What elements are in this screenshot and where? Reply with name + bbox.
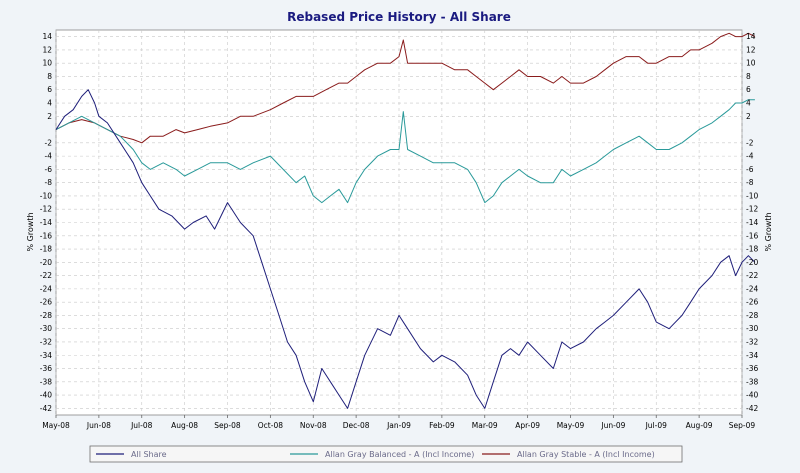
x-tick-label: Aug-09 — [686, 421, 713, 430]
y-tick-label-left: -30 — [40, 324, 52, 333]
y-axis-title-left: % Growth — [26, 212, 35, 251]
y-tick-label-right: -32 — [746, 337, 758, 346]
y-tick-label-right: 14 — [746, 32, 756, 41]
x-tick-label: Mar-09 — [472, 421, 498, 430]
x-tick-label: Jun-08 — [86, 421, 111, 430]
series-line-1 — [55, 99, 755, 204]
legend-label-balanced: Allan Gray Balanced - A (Incl Income) — [325, 450, 474, 459]
y-tick-label-left: -16 — [40, 231, 52, 240]
x-tick-label: Jul-08 — [130, 421, 153, 430]
x-tick-label: Oct-08 — [258, 421, 283, 430]
x-tick-label: Aug-08 — [171, 421, 198, 430]
series-layer — [55, 32, 756, 409]
y-tick-label-right: -14 — [746, 218, 758, 227]
series-line-0 — [55, 89, 756, 409]
y-tick-label-right: -4 — [746, 152, 754, 161]
x-tick-label: Apr-09 — [515, 421, 540, 430]
y-tick-label-left: -18 — [40, 245, 52, 254]
x-tick-label: May-09 — [557, 421, 585, 430]
x-tick-label: May-08 — [42, 421, 70, 430]
y-tick-label-right: -28 — [746, 311, 758, 320]
y-tick-label-right: -10 — [746, 191, 758, 200]
x-tick-label: Nov-08 — [300, 421, 327, 430]
x-tick-label: Jan-09 — [386, 421, 411, 430]
y-tick-label-left: -40 — [40, 391, 52, 400]
y-tick-label-left: -8 — [45, 178, 53, 187]
x-tick-label: Jul-09 — [645, 421, 668, 430]
y-tick-label-right: -24 — [746, 284, 758, 293]
y-tick-label-left: 6 — [47, 85, 52, 94]
y-tick-label-right: 6 — [746, 85, 751, 94]
y-tick-label-left: 4 — [47, 99, 52, 108]
y-tick-label-right: 12 — [746, 45, 756, 54]
y-axis-right: 14 12 10 8 6 4 2 -2 -4 -6 -8 -10 -12 -14 -16 -18 -20 -22 -… — [746, 32, 758, 413]
y-tick-label-right: 8 — [746, 72, 751, 81]
y-tick-label-left: -42 — [40, 404, 52, 413]
y-tick-label-right: -30 — [746, 324, 758, 333]
y-tick-label-right: 2 — [746, 112, 751, 121]
y-tick-label-left: -32 — [40, 337, 52, 346]
y-tick-label-right: 10 — [746, 59, 756, 68]
y-tick-label-left: 2 — [47, 112, 52, 121]
y-tick-label-right: -16 — [746, 231, 758, 240]
x-tick-label: Dec-08 — [343, 421, 370, 430]
y-tick-label-right: -20 — [746, 258, 758, 267]
y-tick-label-right: -8 — [746, 178, 754, 187]
y-tick-label-right: -12 — [746, 205, 758, 214]
y-tick-label-right: -34 — [746, 351, 758, 360]
y-tick-label-left: -24 — [40, 284, 52, 293]
y-tick-label-left: 8 — [47, 72, 52, 81]
series-line-2 — [55, 32, 756, 144]
y-tick-label-left: -38 — [40, 377, 52, 386]
y-tick-label-left: -28 — [40, 311, 52, 320]
y-tick-label-right: -40 — [746, 391, 758, 400]
y-tick-label-left: 12 — [42, 45, 52, 54]
y-tick-label-left: 10 — [42, 59, 52, 68]
x-tick-label: Sep-09 — [729, 421, 756, 430]
y-tick-label-left: -34 — [40, 351, 52, 360]
y-tick-label-right: -18 — [746, 245, 758, 254]
y-tick-label-right: -36 — [746, 364, 758, 373]
y-tick-label-right: -42 — [746, 404, 758, 413]
y-tick-label-right: -22 — [746, 271, 758, 280]
legend-box — [89, 445, 683, 463]
y-tick-label-right: -6 — [746, 165, 754, 174]
x-axis: May-08 Jun-08 Jul-08 Aug-08 Sep-08 Oct-08 Nov-… — [42, 415, 755, 430]
x-tick-label: Feb-09 — [429, 421, 455, 430]
y-tick-label-left: -4 — [45, 152, 53, 161]
y-tick-label-left: -22 — [40, 271, 52, 280]
y-tick-label-right: -26 — [746, 298, 758, 307]
y-tick-label-left: -26 — [40, 298, 52, 307]
y-axis-left: 14 12 10 8 6 4 2 -2 -4 -6 -8 -10 -12 -14 -16 -18 -20 -22 -… — [40, 32, 52, 413]
legend-label-all-share: All Share — [131, 450, 167, 459]
y-tick-label-left: 14 — [42, 32, 52, 41]
y-tick-label-left: -6 — [45, 165, 53, 174]
y-tick-label-left: -36 — [40, 364, 52, 373]
legend: All Share Allan Gray Balanced - A (Incl … — [89, 445, 683, 463]
y-tick-label-left: -14 — [40, 218, 52, 227]
y-tick-label-left: -10 — [40, 191, 52, 200]
y-tick-label-right: 4 — [746, 99, 751, 108]
x-tick-label: Sep-08 — [214, 421, 241, 430]
x-tick-label: Jun-09 — [600, 421, 625, 430]
y-tick-label-right: -2 — [746, 138, 754, 147]
chart-title: Rebased Price History - All Share — [287, 10, 511, 24]
y-tick-label-left: -20 — [40, 258, 52, 267]
grid-lines — [55, 30, 743, 415]
y-axis-title-right: % Growth — [764, 212, 773, 251]
y-tick-label-left: -12 — [40, 205, 52, 214]
y-tick-label-right: -38 — [746, 377, 758, 386]
legend-label-stable: Allan Gray Stable - A (Incl Income) — [517, 450, 655, 459]
y-tick-label-left: -2 — [45, 138, 53, 147]
